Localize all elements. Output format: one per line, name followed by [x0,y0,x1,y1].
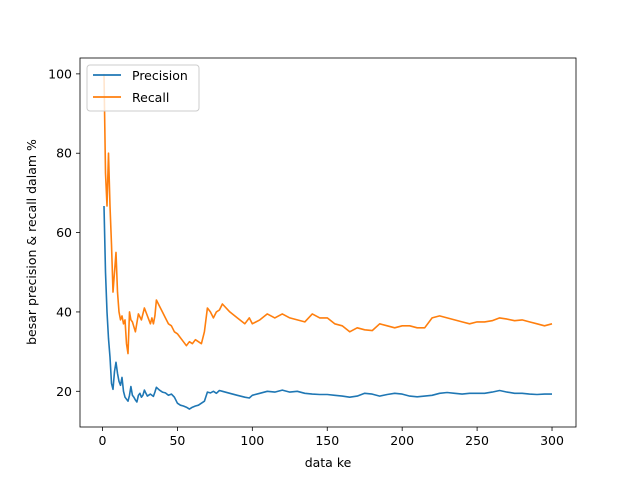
y-axis-label: besar precision & recall dalam % [24,139,39,345]
x-tick-label: 200 [390,433,414,448]
legend-box [86,64,200,112]
y-tick-label: 80 [56,146,72,161]
plot-area [80,58,576,427]
x-axis-label: data ke [305,455,352,470]
x-tick-label: 150 [315,433,339,448]
x-tick-label: 300 [540,433,564,448]
y-tick-label: 20 [56,384,72,399]
y-tick-label: 60 [56,225,72,240]
y-tick-label: 40 [56,304,72,319]
legend: Precision Recall [86,64,200,112]
plot-frame [79,57,577,428]
series-layer [103,73,553,410]
x-tick-label: 100 [240,433,264,448]
y-tick-label: 100 [48,66,72,81]
y-axis-ticks: 20 40 60 80 100 [48,66,80,399]
x-tick-label: 250 [465,433,489,448]
legend-label-recall: Recall [132,90,169,105]
series-line-recall [103,73,553,355]
x-tick-label: 50 [169,433,185,448]
legend-label-precision: Precision [132,68,188,83]
x-tick-label: 0 [99,433,107,448]
series-line-precision [103,205,552,410]
x-axis-ticks: 0 50 100 150 200 250 300 [99,427,564,448]
